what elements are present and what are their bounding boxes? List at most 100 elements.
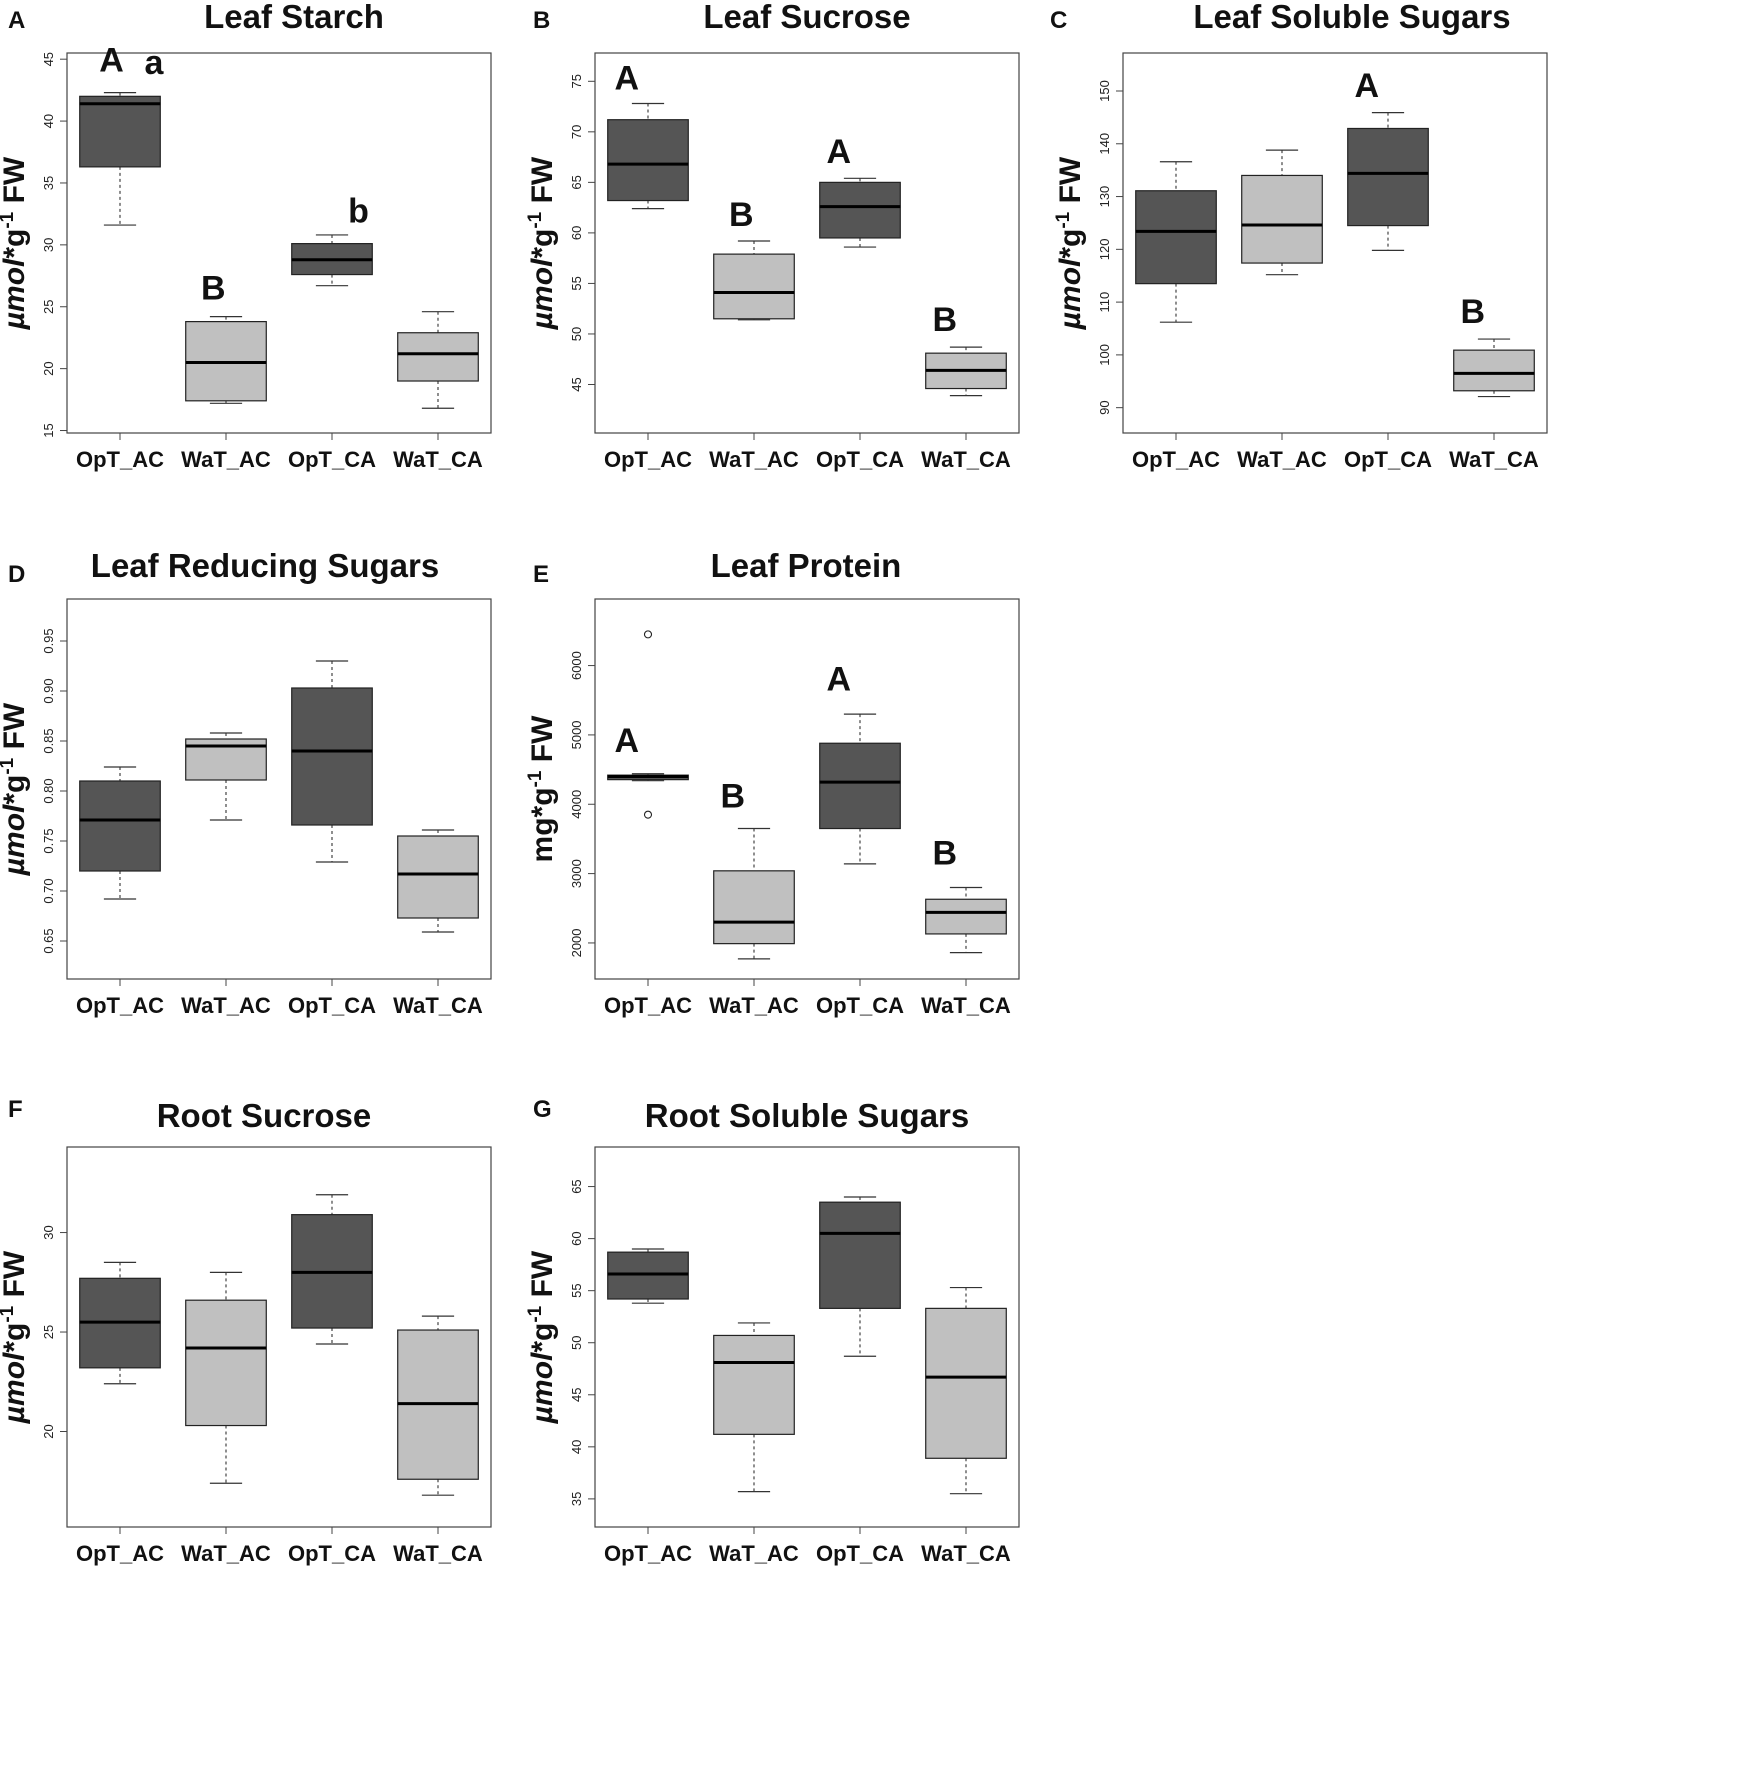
x-tick-label: WaT_CA — [393, 447, 483, 472]
box-OpT_AC — [79, 1261, 161, 1385]
y-tick-label: 15 — [41, 423, 56, 437]
y-tick-label: 25 — [41, 1325, 56, 1339]
box-OpT_AC — [607, 102, 689, 210]
x-tick-label: OpT_CA — [288, 1541, 376, 1566]
box-WaT_CA — [925, 886, 1007, 954]
x-tick-label: OpT_CA — [1344, 447, 1432, 472]
box-iqr — [79, 780, 161, 872]
y-tick-label: 40 — [41, 114, 56, 128]
y-tick-label: 20 — [41, 1424, 56, 1438]
box-WaT_CA — [925, 1286, 1007, 1495]
box-WaT_CA — [397, 829, 479, 933]
box-iqr — [397, 332, 479, 382]
y-tick-label: 0.75 — [41, 828, 56, 853]
box-OpT_AC — [1135, 161, 1217, 323]
x-tick-label: WaT_CA — [921, 1541, 1011, 1566]
x-tick-label: WaT_CA — [393, 993, 483, 1018]
box-iqr — [819, 1201, 901, 1309]
x-tick-label: WaT_CA — [921, 447, 1011, 472]
y-tick-label: 3000 — [569, 859, 584, 888]
panel-C: C Leaf Soluble Sugars 90 100 110 120 130 140 150… — [1050, 0, 1548, 472]
y-tick-label: 20 — [41, 361, 56, 375]
box-OpT_CA — [819, 177, 901, 248]
y-tick-label: 0.90 — [41, 678, 56, 703]
box-iqr — [607, 1251, 689, 1300]
y-tick-label: 40 — [569, 1440, 584, 1454]
y-tick-label: 0.85 — [41, 728, 56, 753]
y-tick-label: 150 — [1097, 80, 1112, 102]
box-iqr — [607, 119, 689, 202]
box-OpT_AC — [607, 773, 689, 782]
y-axis-label: µmol*g-1 FW — [0, 1250, 31, 1424]
outlier-point — [643, 810, 653, 819]
significance-letter: B — [201, 269, 226, 307]
y-tick-label: 35 — [569, 1492, 584, 1506]
panel-label: A — [8, 7, 25, 34]
y-tick-label: 45 — [41, 52, 56, 66]
significance-letter: B — [729, 196, 754, 234]
x-tick-label: WaT_AC — [709, 993, 799, 1018]
x-tick-label: OpT_AC — [604, 1541, 692, 1566]
box-iqr — [819, 742, 901, 830]
chart-title: Leaf Starch — [204, 0, 384, 35]
box-WaT_CA — [397, 1315, 479, 1496]
box-WaT_AC — [185, 1271, 267, 1484]
y-tick-label: 70 — [569, 125, 584, 139]
plot-frame — [594, 1146, 1020, 1528]
x-tick-label: OpT_CA — [816, 447, 904, 472]
box-WaT_AC — [713, 1322, 795, 1493]
significance-letter: b — [348, 193, 369, 231]
y-axis-label: µmol*g-1 FW — [1053, 156, 1087, 330]
panel-label: E — [533, 561, 549, 588]
x-tick-label: WaT_AC — [181, 447, 271, 472]
box-iqr — [1241, 174, 1323, 264]
chart-title: Leaf Protein — [711, 547, 902, 584]
panel-D: D Leaf Reducing Sugars 0.65 0.70 0.75 0.80 0.8… — [0, 547, 492, 1018]
y-tick-label: 100 — [1097, 344, 1112, 366]
y-tick-label: 120 — [1097, 238, 1112, 260]
y-tick-label: 0.65 — [41, 928, 56, 953]
box-OpT_CA — [291, 660, 373, 863]
y-tick-label: 30 — [41, 1225, 56, 1239]
panel-label: F — [8, 1096, 23, 1123]
plot-frame — [594, 598, 1020, 980]
plot-frame — [66, 598, 492, 980]
box-WaT_AC — [185, 316, 267, 404]
box-WaT_CA — [397, 311, 479, 409]
y-axis-label: µmol*g-1 FW — [525, 156, 559, 330]
panel-F: F Root Sucrose 20 25 30 µmol*g-1 FW OpT_AC WaT_… — [0, 1096, 492, 1566]
box-iqr — [185, 1299, 267, 1427]
y-tick-label: 5000 — [569, 720, 584, 749]
y-tick-label: 55 — [569, 276, 584, 290]
y-axis-label: µmol*g-1 FW — [525, 1250, 559, 1424]
x-tick-label: WaT_AC — [709, 1541, 799, 1566]
panel-G: G Root Soluble Sugars 35 40 45 50 55 60 65 µmol*g… — [525, 1096, 1020, 1566]
box-OpT_CA — [819, 1196, 901, 1357]
y-tick-label: 2000 — [569, 928, 584, 957]
y-tick-label: 0.95 — [41, 628, 56, 653]
box-iqr — [1347, 127, 1429, 227]
box-iqr — [819, 181, 901, 239]
x-tick-label: WaT_AC — [709, 447, 799, 472]
y-tick-label: 45 — [569, 377, 584, 391]
y-tick-label: 75 — [569, 74, 584, 88]
box-iqr — [925, 898, 1007, 935]
y-tick-label: 50 — [569, 1335, 584, 1349]
x-tick-label: OpT_AC — [76, 993, 164, 1018]
y-axis-label: mg*g-1 FW — [525, 715, 559, 863]
chart-title: Leaf Reducing Sugars — [91, 547, 439, 584]
y-tick-label: 35 — [41, 176, 56, 190]
y-tick-label: 0.80 — [41, 778, 56, 803]
chart-title: Root Soluble Sugars — [645, 1097, 970, 1134]
significance-letter: A — [615, 59, 640, 97]
y-axis-label: µmol*g-1 FW — [0, 156, 31, 330]
x-tick-label: WaT_AC — [1237, 447, 1327, 472]
y-tick-label: 65 — [569, 1179, 584, 1193]
box-OpT_AC — [79, 92, 161, 226]
significance-letter: A — [615, 722, 640, 760]
x-tick-label: OpT_AC — [76, 447, 164, 472]
box-iqr — [713, 870, 795, 945]
significance-letter: A — [99, 42, 124, 80]
panel-label: B — [533, 7, 550, 34]
